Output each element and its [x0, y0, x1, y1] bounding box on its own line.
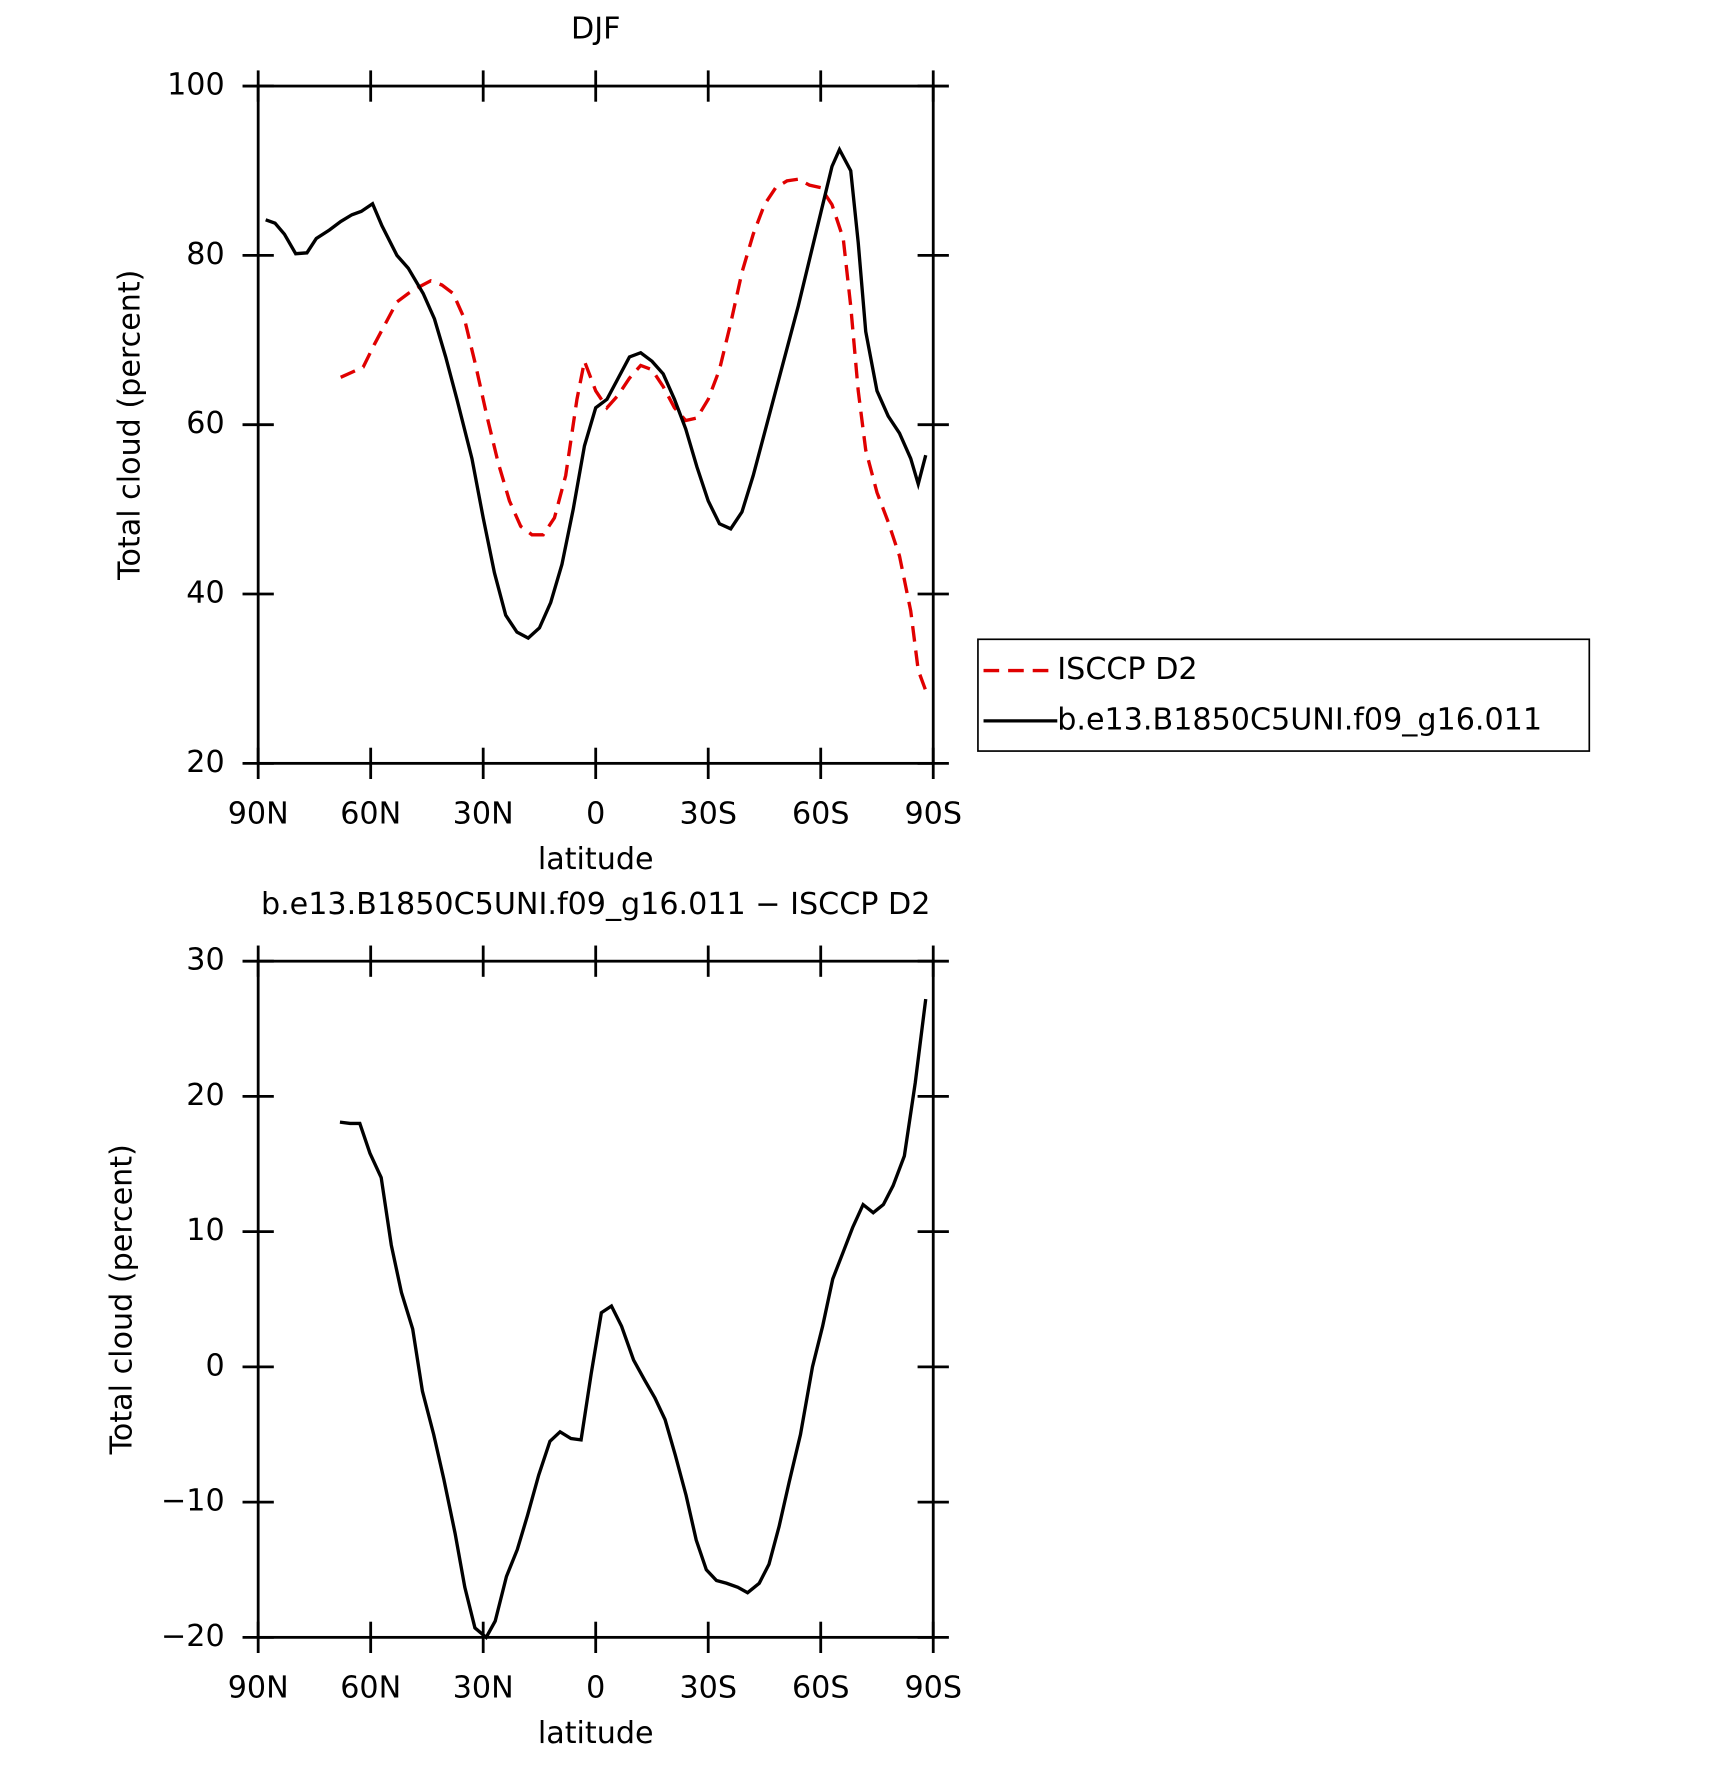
x-tick-label: 60N — [340, 796, 401, 831]
y-tick-label: 100 — [167, 68, 225, 103]
y-axis-label: Total cloud (percent) — [104, 1144, 139, 1455]
series-line — [265, 145, 928, 641]
x-tick-label: 0 — [586, 796, 605, 831]
y-tick-label: 40 — [186, 576, 224, 611]
y-tick-label: 0 — [205, 1348, 224, 1383]
x-tick-label: 90N — [228, 796, 289, 831]
plot-frame — [256, 84, 935, 765]
chart-title: b.e13.B1850C5UNI.f09_g16.011 − ISCCP D2 — [261, 887, 931, 922]
legend-label: b.e13.B1850C5UNI.f09_g16.011 — [1057, 702, 1542, 737]
plot-frame — [256, 959, 935, 1639]
x-tick-label: 90S — [904, 1670, 962, 1705]
x-tick-label: 90N — [228, 1670, 289, 1705]
x-axis-label: latitude — [538, 842, 654, 877]
y-tick-label: 20 — [186, 745, 224, 780]
y-tick-label: −20 — [161, 1619, 225, 1654]
x-tick-label: 30S — [679, 1670, 737, 1705]
series-line — [339, 998, 928, 1640]
y-tick-label: 30 — [186, 943, 224, 978]
x-tick-label: 30N — [453, 796, 514, 831]
legend-box — [977, 638, 1591, 752]
x-tick-label: 0 — [586, 1670, 605, 1705]
y-tick-label: 10 — [186, 1213, 224, 1248]
y-tick-label: 20 — [186, 1078, 224, 1113]
x-tick-label: 30S — [679, 796, 737, 831]
x-axis-label: latitude — [538, 1716, 654, 1751]
x-tick-label: 30N — [453, 1670, 514, 1705]
legend-label: ISCCP D2 — [1057, 652, 1197, 687]
x-tick-label: 60S — [792, 796, 850, 831]
y-axis-label: Total cloud (percent) — [112, 270, 147, 581]
chart-title: DJF — [571, 12, 620, 47]
x-tick-label: 60N — [340, 1670, 401, 1705]
y-tick-label: −10 — [161, 1484, 225, 1519]
y-tick-label: 60 — [186, 406, 224, 441]
series-line — [339, 177, 928, 692]
x-tick-label: 60S — [792, 1670, 850, 1705]
y-tick-label: 80 — [186, 237, 224, 272]
x-tick-label: 90S — [904, 796, 962, 831]
